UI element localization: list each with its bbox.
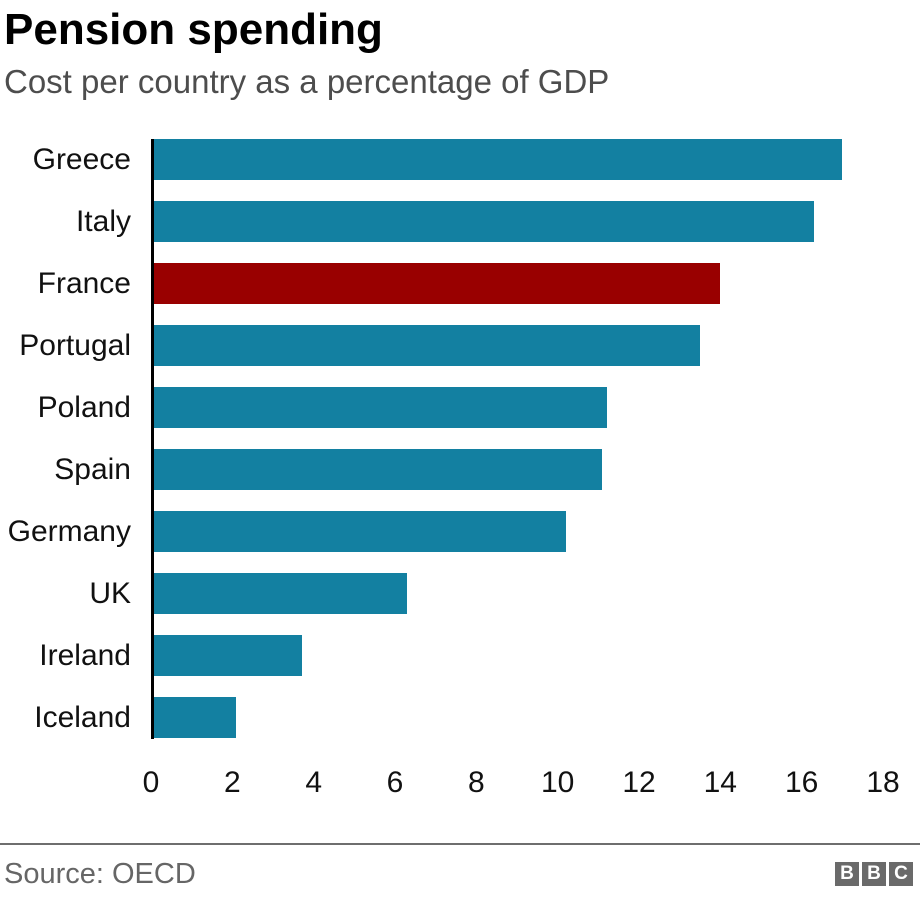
chart-subtitle: Cost per country as a percentage of GDP [4, 63, 610, 101]
category-label-germany: Germany [7, 514, 131, 548]
bbc-logo-letter-b: B [835, 862, 859, 886]
y-axis-line [151, 139, 154, 739]
category-label-uk: UK [89, 576, 131, 610]
chart-title: Pension spending [4, 5, 383, 54]
bar-poland [151, 387, 607, 428]
bar-spain [151, 449, 603, 490]
source-label: Source: OECD [4, 858, 196, 890]
bar-france [151, 263, 721, 304]
bar-italy [151, 201, 814, 242]
x-axis-ticks: 0 2 4 6 8 10 12 14 16 18 [0, 766, 920, 806]
category-label-portugal: Portugal [19, 328, 131, 362]
bar-portugal [151, 325, 700, 366]
bbc-logo-letter-c: C [889, 862, 913, 886]
category-label-ireland: Ireland [39, 638, 131, 672]
category-label-poland: Poland [37, 390, 131, 424]
bars-area [151, 139, 883, 738]
footer-divider [0, 843, 920, 845]
bbc-logo-letter-b: B [862, 862, 886, 886]
x-tick-10: 10 [541, 766, 575, 799]
x-tick-4: 4 [305, 766, 323, 799]
category-label-greece: Greece [32, 142, 131, 176]
x-tick-6: 6 [386, 766, 404, 799]
bar-iceland [151, 697, 237, 738]
bar-chart-plot: Greece Italy France Portugal Poland Spain Germ… [0, 139, 920, 806]
bar-uk [151, 573, 408, 614]
bar-germany [151, 511, 566, 552]
x-tick-16: 16 [785, 766, 819, 799]
chart-header: Pension spending Cost per country as a p… [4, 0, 920, 101]
x-tick-18: 18 [866, 766, 900, 799]
x-tick-12: 12 [622, 766, 656, 799]
x-tick-8: 8 [467, 766, 485, 799]
category-label-italy: Italy [75, 204, 131, 238]
x-tick-14: 14 [703, 766, 737, 799]
category-label-iceland: Iceland [34, 700, 131, 734]
bar-greece [151, 139, 843, 180]
bar-ireland [151, 635, 302, 676]
x-tick-0: 0 [142, 766, 160, 799]
category-labels: Greece Italy France Portugal Poland Spain Germ… [0, 139, 131, 738]
x-tick-2: 2 [223, 766, 241, 799]
category-label-spain: Spain [54, 452, 131, 486]
category-label-france: France [37, 266, 131, 300]
